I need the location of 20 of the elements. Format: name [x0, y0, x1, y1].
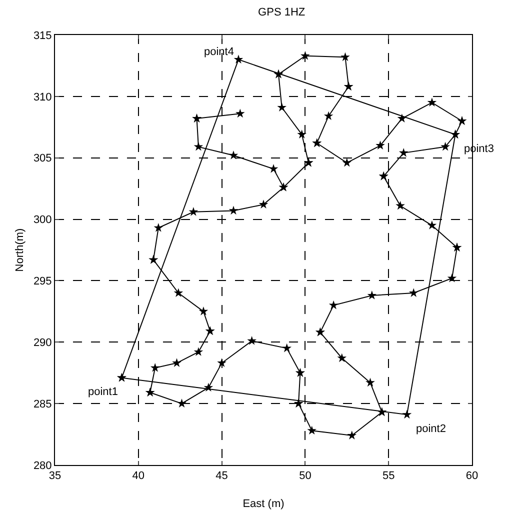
x-tick-label: 60 — [466, 470, 478, 482]
y-tick-label: 295 — [33, 276, 52, 288]
y-tick-label: 280 — [33, 460, 52, 472]
y-axis-title: North(m) — [14, 228, 26, 272]
y-tick-label: 290 — [33, 336, 52, 349]
annotation: point4 — [204, 46, 234, 58]
x-tick-label: 40 — [132, 470, 145, 482]
x-axis-title: East (m) — [242, 498, 284, 510]
x-tick-label: 35 — [48, 470, 62, 482]
x-tick-label: 45 — [216, 470, 228, 482]
annotation: point2 — [416, 423, 446, 435]
x-tick-label: 55 — [382, 470, 395, 482]
x-tick-label: 50 — [299, 470, 312, 482]
y-tick-label: 285 — [33, 398, 52, 410]
y-tick-label: 300 — [33, 214, 52, 226]
y-tick-label: 310 — [33, 91, 52, 104]
annotation: point1 — [88, 386, 118, 398]
chart-title: GPS 1HZ — [258, 6, 306, 18]
y-tick-label: 305 — [33, 152, 52, 165]
y-tick-label: 315 — [33, 30, 52, 42]
